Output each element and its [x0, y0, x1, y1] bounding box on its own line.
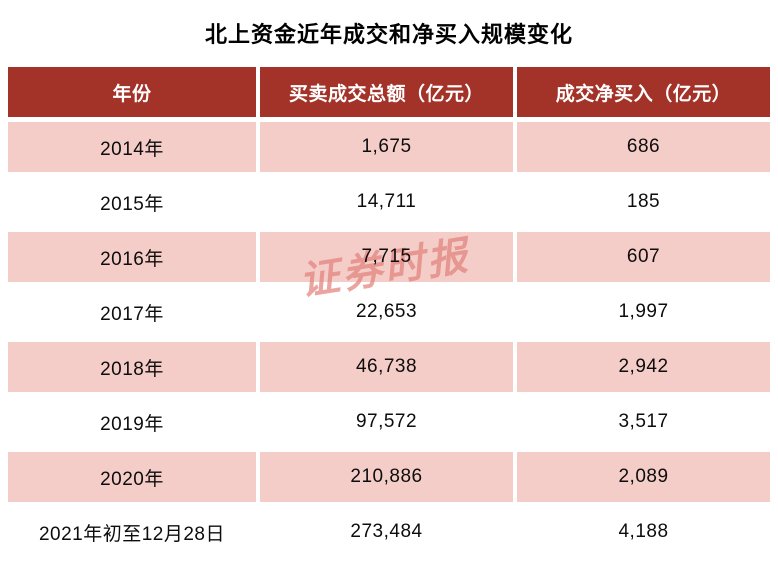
- header-label-total: 买卖成交总额（亿元）: [288, 83, 484, 105]
- table-row: 2017年 22,653 1,997: [8, 287, 770, 337]
- total-value: 46,738: [355, 356, 418, 377]
- year-value: 2021年初至12月28日: [38, 523, 226, 545]
- net-cell: 185: [517, 177, 770, 227]
- year-value: 2019年: [100, 413, 164, 435]
- year-cell: 2014年: [8, 122, 256, 172]
- year-cell: 2021年初至12月28日: [8, 507, 256, 557]
- total-cell: 14,711: [260, 177, 513, 227]
- total-cell: 273,484: [260, 507, 513, 557]
- total-cell: 1,675: [260, 122, 513, 172]
- table-row: 2021年初至12月28日 273,484 4,188: [8, 507, 770, 557]
- header-cell-net: 成交净买入（亿元）: [517, 67, 770, 117]
- net-cell: 3,517: [517, 397, 770, 447]
- page-title: 北上资金近年成交和净买入规模变化: [204, 22, 573, 47]
- year-value: 2016年: [100, 248, 164, 270]
- net-cell: 2,089: [517, 452, 770, 502]
- net-value: 2,089: [618, 466, 669, 487]
- table-row: 2018年 46,738 2,942: [8, 342, 770, 392]
- net-value: 4,188: [618, 521, 669, 542]
- year-cell: 2016年: [8, 232, 256, 282]
- total-value: 97,572: [355, 411, 418, 432]
- year-value: 2018年: [100, 358, 164, 380]
- year-value: 2020年: [100, 468, 164, 490]
- total-cell: 210,886: [260, 452, 513, 502]
- table-header-row: 年份 买卖成交总额（亿元） 成交净买入（亿元）: [8, 67, 770, 117]
- total-cell: 46,738: [260, 342, 513, 392]
- table-row: 2019年 97,572 3,517: [8, 397, 770, 447]
- year-value: 2017年: [100, 303, 164, 325]
- table-row: 2016年 7,715 607: [8, 232, 770, 282]
- net-value: 607: [626, 246, 661, 267]
- total-value: 273,484: [350, 521, 423, 542]
- table-row: 2015年 14,711 185: [8, 177, 770, 227]
- header-label-net: 成交净买入（亿元）: [555, 83, 732, 105]
- net-value: 2,942: [618, 356, 669, 377]
- net-cell: 607: [517, 232, 770, 282]
- net-cell: 4,188: [517, 507, 770, 557]
- total-cell: 97,572: [260, 397, 513, 447]
- table-row: 2020年 210,886 2,089: [8, 452, 770, 502]
- year-cell: 2017年: [8, 287, 256, 337]
- year-value: 2014年: [100, 138, 164, 160]
- total-cell: 7,715: [260, 232, 513, 282]
- total-value: 7,715: [361, 246, 412, 267]
- total-cell: 22,653: [260, 287, 513, 337]
- header-label-year: 年份: [112, 83, 152, 105]
- net-cell: 686: [517, 122, 770, 172]
- header-cell-year: 年份: [8, 67, 256, 117]
- net-value: 1,997: [618, 301, 669, 322]
- net-cell: 1,997: [517, 287, 770, 337]
- net-value: 3,517: [618, 411, 669, 432]
- total-value: 1,675: [361, 136, 412, 157]
- table-row: 2014年 1,675 686: [8, 122, 770, 172]
- net-cell: 2,942: [517, 342, 770, 392]
- net-value: 686: [626, 136, 661, 157]
- year-cell: 2015年: [8, 177, 256, 227]
- year-cell: 2020年: [8, 452, 256, 502]
- total-value: 14,711: [356, 191, 417, 212]
- header-cell-total: 买卖成交总额（亿元）: [260, 67, 513, 117]
- year-cell: 2018年: [8, 342, 256, 392]
- net-value: 185: [626, 191, 661, 212]
- year-value: 2015年: [100, 193, 164, 215]
- total-value: 22,653: [355, 301, 418, 322]
- total-value: 210,886: [350, 466, 423, 487]
- data-table: 年份 买卖成交总额（亿元） 成交净买入（亿元） 2014年 1,675 686 …: [8, 67, 770, 557]
- year-cell: 2019年: [8, 397, 256, 447]
